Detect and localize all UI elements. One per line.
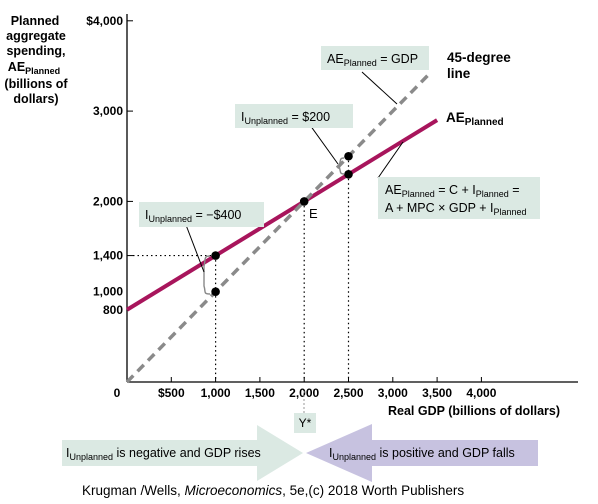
arrow-gdp-falls: IUnplanned is positive and GDP falls xyxy=(306,424,538,482)
x-tick-label-7: 4,000 xyxy=(466,386,496,400)
x-tick-label-2: 1,500 xyxy=(245,386,275,400)
svg-text:Y*: Y* xyxy=(299,416,312,430)
series-lines xyxy=(125,73,439,384)
series-line-45-degree xyxy=(125,73,430,384)
x-tick-label-6: 3,500 xyxy=(422,386,452,400)
y-tick-label-2: 1,400 xyxy=(93,249,123,263)
label-equilibrium-e: E xyxy=(309,206,318,221)
data-point-1 xyxy=(211,287,220,297)
y-tick-label-4: 3,000 xyxy=(93,104,123,118)
x-axis-label: Real GDP (billions of dollars) xyxy=(388,404,560,418)
leader-ae-formula xyxy=(377,141,404,179)
data-point-4 xyxy=(344,170,353,179)
annotation-ae-equals-gdp: AEPlanned = GDP xyxy=(321,46,429,70)
data-point-3 xyxy=(344,151,353,161)
data-point-0 xyxy=(211,251,220,260)
annotation-ae-formula: AEPlanned = C + IPlanned = A + MPC × GDP… xyxy=(378,177,540,219)
svg-text:AEPlanned = GDP: AEPlanned = GDP xyxy=(327,52,418,68)
data-points xyxy=(211,151,353,297)
y-tick-label-0: 800 xyxy=(103,303,123,317)
y-axis-label-line-2: aggregate xyxy=(6,29,66,43)
y-tick-label-3: 2,000 xyxy=(93,194,123,208)
unplanned-neg-bracket xyxy=(203,255,211,295)
svg-text:IUnplanned = $200: IUnplanned = $200 xyxy=(241,110,330,126)
x-tick-label-4: 2,500 xyxy=(333,386,363,400)
y-axis-label-line-5: (billions of xyxy=(4,77,68,91)
y-axis-label: Planned aggregate spending, AEPlanned (b… xyxy=(4,14,68,106)
label-ae-planned: AEPlanned xyxy=(446,110,504,128)
credit-line: Krugman /Wells, Microeconomics, 5e,(c) 2… xyxy=(82,483,464,498)
y-star-marker: Y* xyxy=(294,391,316,433)
series-line-ae-planned xyxy=(125,118,439,312)
y-axis-label-line-3: spending, xyxy=(6,44,65,58)
y-tick-label-5: $4,000 xyxy=(86,14,123,28)
y-axis-label-line-1: Planned xyxy=(11,14,60,28)
arrow-gdp-rises: IUnplanned is negative and GDP rises xyxy=(62,425,303,481)
svg-text:IUnplanned is positive and GDP: IUnplanned is positive and GDP falls xyxy=(329,446,515,462)
label-45-degree: 45-degree line xyxy=(447,50,511,81)
leader-unplanned-pos xyxy=(309,124,339,165)
y-axis-label-line-4: AEPlanned xyxy=(8,60,60,76)
svg-text:line: line xyxy=(447,66,471,81)
annotation-unplanned-negative: IUnplanned = −$400 xyxy=(139,202,264,227)
svg-text:AEPlanned = C + IPlanned =: AEPlanned = C + IPlanned = xyxy=(385,183,520,199)
data-point-2 xyxy=(299,197,309,206)
x-tick-label-0: $500 xyxy=(158,386,185,400)
origin-label: 0 xyxy=(114,386,121,400)
x-tick-label-1: 1,000 xyxy=(201,386,231,400)
svg-text:A + MPC × GDP + IPlanned: A + MPC × GDP + IPlanned xyxy=(385,201,527,217)
y-axis-label-line-6: dollars) xyxy=(13,92,58,106)
annotation-unplanned-positive: IUnplanned = $200 xyxy=(235,104,353,128)
leader-ae-gdp xyxy=(361,71,398,105)
y-tick-label-1: 1,000 xyxy=(93,285,123,299)
svg-text:45-degree: 45-degree xyxy=(447,50,511,65)
unplanned-pos-bracket xyxy=(338,157,345,175)
x-tick-label-5: 3,000 xyxy=(378,386,408,400)
guide-lines xyxy=(133,156,350,382)
svg-text:IUnplanned = −$400: IUnplanned = −$400 xyxy=(145,208,241,224)
svg-text:IUnplanned is negative and GDP: IUnplanned is negative and GDP rises xyxy=(66,446,261,462)
leader-unplanned-neg xyxy=(185,224,205,273)
